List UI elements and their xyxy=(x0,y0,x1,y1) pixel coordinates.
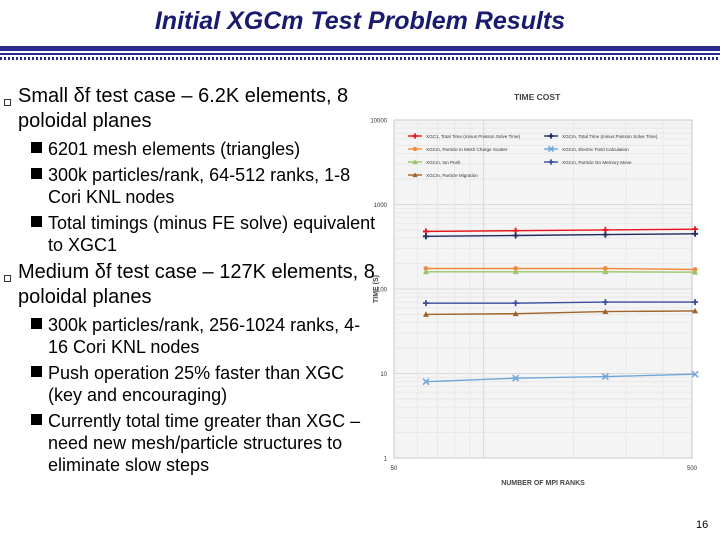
y-axis-label: TIME (S) xyxy=(373,275,380,303)
data-point xyxy=(548,159,554,165)
data-point xyxy=(513,266,519,271)
square-bullet-icon xyxy=(4,275,11,282)
legend-entry: XGCm, Particle to Mesh Charge Scatter xyxy=(426,147,508,152)
legend-entry: XGCm, Particle On Memory Move xyxy=(562,160,632,165)
sub-bullet-text: 300k particles/rank, 64-512 ranks, 1-8 C… xyxy=(48,165,351,207)
page-number: 16 xyxy=(696,519,709,531)
sub-bullet-text: Total timings (minus FE solve) equivalen… xyxy=(48,213,376,255)
y-tick-label: 1000 xyxy=(374,203,388,209)
data-point xyxy=(412,146,418,152)
data-point xyxy=(602,308,609,315)
series-line xyxy=(425,373,696,383)
data-point xyxy=(512,232,519,239)
data-point xyxy=(412,172,418,178)
data-point xyxy=(602,266,608,271)
bullet-text: Medium δf test case – 127K elements, 8 p… xyxy=(18,261,375,308)
title-rule-thick xyxy=(0,46,720,51)
filled-square-bullet-icon xyxy=(31,366,42,377)
x-tick-label: 50 xyxy=(391,466,398,472)
series-line xyxy=(425,233,696,237)
legend-entry: XGCm, Ion Push xyxy=(426,160,461,165)
sub-bullet-text: Currently total time greater than XGC – … xyxy=(48,411,361,475)
y-tick-label: 10000 xyxy=(370,119,387,125)
sub-bullet-item: 300k particles/rank, 256-1024 ranks, 4-1… xyxy=(0,314,380,358)
data-point xyxy=(512,268,519,275)
sub-bullet-text: 300k particles/rank, 256-1024 ranks, 4-1… xyxy=(48,315,361,357)
data-point xyxy=(422,233,429,240)
data-point xyxy=(601,373,609,381)
data-point xyxy=(602,299,609,306)
x-axis-label: NUMBER OF MPI RANKS xyxy=(501,480,585,487)
bullet-text: Small δf test case – 6.2K elements, 8 po… xyxy=(18,85,349,132)
data-point xyxy=(692,299,699,306)
filled-square-bullet-icon xyxy=(31,168,42,179)
data-point xyxy=(692,230,699,237)
legend-entry: XGC1, Total Time (minus Poisson Solve Ti… xyxy=(426,134,521,139)
title-rule-thin xyxy=(0,53,720,55)
sub-bullet-item: Currently total time greater than XGC – … xyxy=(0,410,380,476)
data-point xyxy=(422,268,429,275)
data-point xyxy=(512,300,519,307)
y-tick-label: 10 xyxy=(380,372,387,378)
filled-square-bullet-icon xyxy=(31,318,42,329)
data-point xyxy=(548,133,554,139)
data-point xyxy=(412,133,418,139)
square-bullet-icon xyxy=(4,99,11,106)
data-point xyxy=(692,269,699,275)
time-cost-chart: 1 10 100 1000 10000 50 500 TIME COST NUMBER OF M… xyxy=(370,92,699,487)
title-rule-dotted xyxy=(0,57,720,60)
legend-entry: XGCm, Total Time (minus Poisson Solve Ti… xyxy=(562,134,658,139)
bullet-item: Medium δf test case – 127K elements, 8 p… xyxy=(0,260,380,310)
sub-bullet-item: Total timings (minus FE solve) equivalen… xyxy=(0,212,380,256)
data-point xyxy=(422,378,430,386)
data-point xyxy=(547,145,555,153)
sub-bullet-text: 6201 mesh elements (triangles) xyxy=(48,139,301,159)
filled-square-bullet-icon xyxy=(31,216,42,227)
filled-square-bullet-icon xyxy=(31,414,42,425)
data-point xyxy=(512,310,519,317)
series-line xyxy=(425,267,696,271)
legend-entry: XGCm, Particle Migration xyxy=(426,173,478,178)
filled-square-bullet-icon xyxy=(31,142,42,153)
x-tick-label: 500 xyxy=(687,466,698,472)
y-tick-label: 1 xyxy=(384,457,388,463)
data-point xyxy=(423,266,429,271)
sub-bullet-item: 300k particles/rank, 64-512 ranks, 1-8 C… xyxy=(0,164,380,208)
data-point xyxy=(602,268,609,275)
sub-bullet-text: Push operation 25% faster than XGC (key … xyxy=(48,363,345,405)
slide-title: Initial XGCm Test Problem Results xyxy=(154,7,566,35)
chart-title: TIME COST xyxy=(514,92,561,102)
series-line xyxy=(425,301,696,304)
legend-entry: XGCm, Electric Field Calculation xyxy=(562,147,629,152)
bullet-item: Small δf test case – 6.2K elements, 8 po… xyxy=(0,84,380,134)
bullet-list: Small δf test case – 6.2K elements, 8 po… xyxy=(0,84,380,478)
data-point xyxy=(422,300,429,307)
sub-bullet-item: 6201 mesh elements (triangles) xyxy=(0,138,380,160)
data-point xyxy=(512,374,520,382)
series-line xyxy=(425,310,696,316)
data-point xyxy=(692,307,699,314)
sub-bullet-item: Push operation 25% faster than XGC (key … xyxy=(0,362,380,406)
y-tick-label: 100 xyxy=(377,288,388,294)
data-point xyxy=(602,231,609,238)
series-line xyxy=(425,228,696,233)
data-point xyxy=(691,370,699,378)
data-point xyxy=(412,159,418,165)
data-point xyxy=(422,311,429,317)
